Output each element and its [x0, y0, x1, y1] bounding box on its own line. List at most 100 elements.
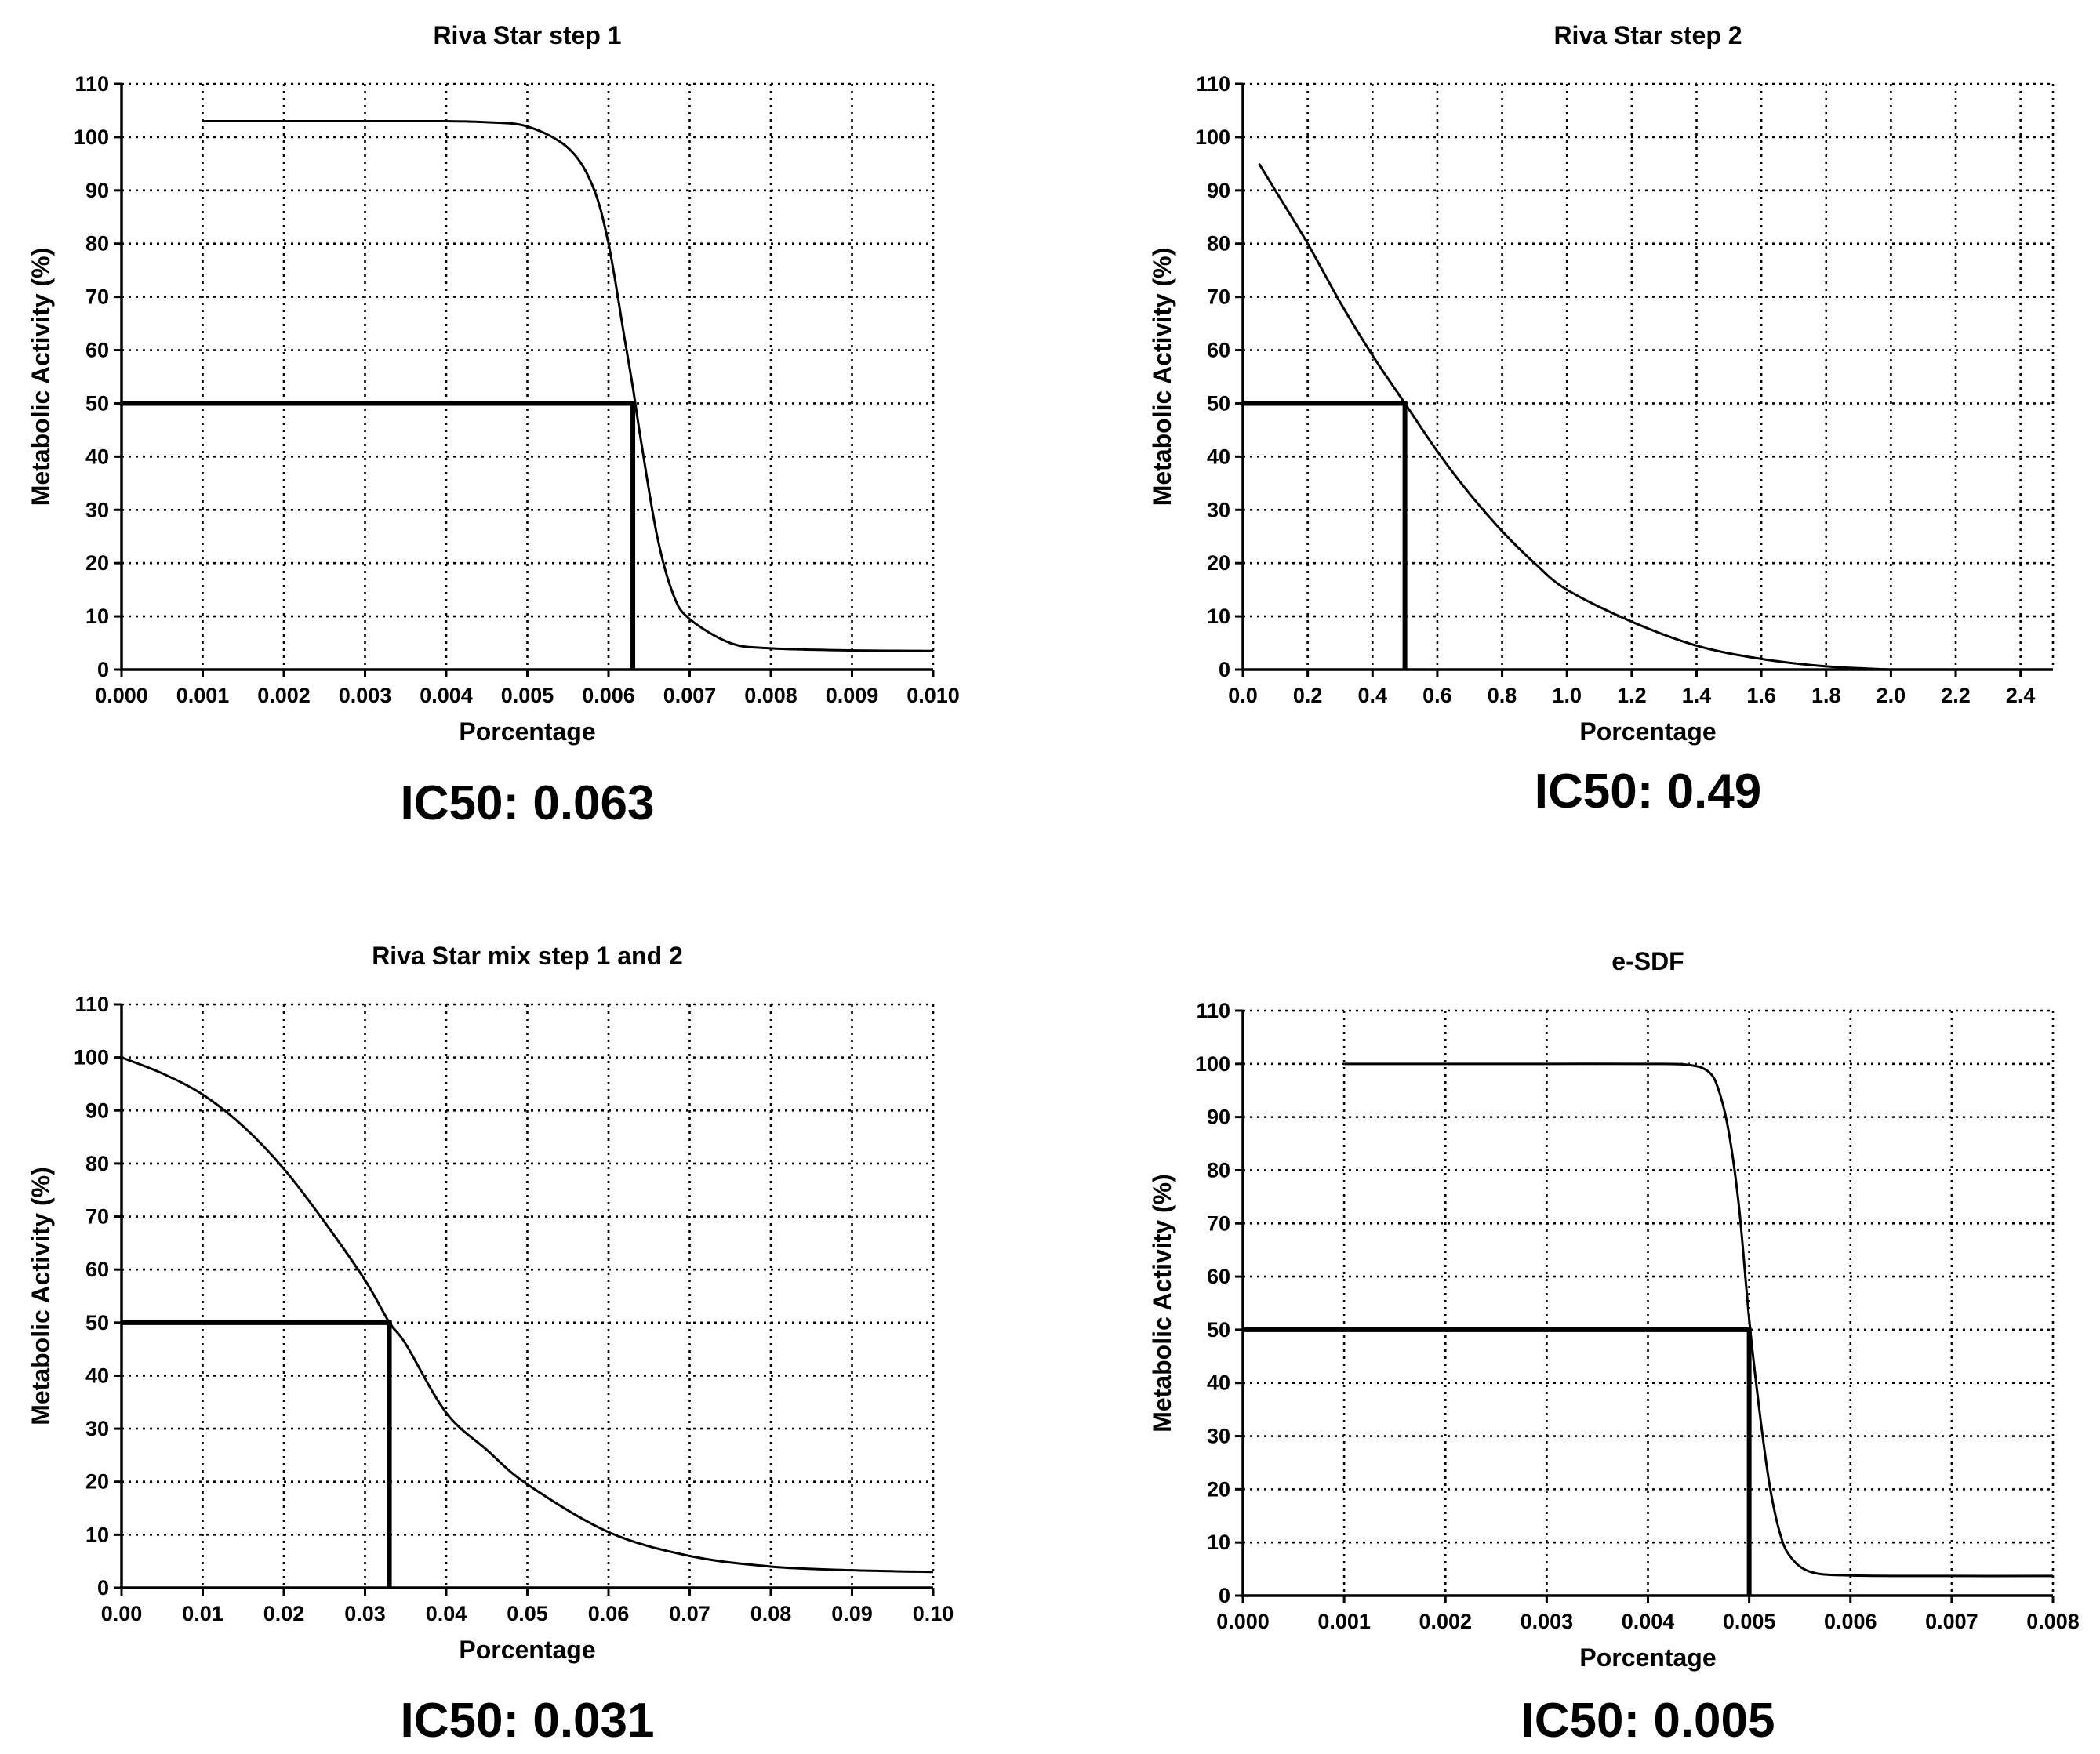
x-tick-label: 0.006 — [582, 684, 635, 707]
fit-curve — [202, 119, 934, 652]
y-tick-label: 100 — [74, 125, 109, 149]
y-tick-label: 10 — [85, 1523, 109, 1546]
y-axis-label: Metabolic Activity (%) — [1148, 248, 1176, 507]
x-tick-label: 1.8 — [1811, 684, 1841, 707]
x-tick-label: 0.003 — [339, 684, 392, 707]
y-tick-label: 110 — [74, 72, 109, 96]
x-tick-label: 0.009 — [826, 684, 879, 707]
x-tick-label: 0.4 — [1358, 684, 1388, 707]
x-axis-label: Porcentage — [1579, 1643, 1716, 1672]
y-tick-label: 50 — [1207, 391, 1230, 415]
fit-curve — [121, 1056, 934, 1574]
x-tick-label: 2.0 — [1877, 684, 1906, 707]
x-tick-label: 0.004 — [1622, 1610, 1675, 1633]
ic50-marker-line — [122, 401, 636, 670]
x-tick-label: 0.002 — [257, 684, 311, 707]
x-tick-label: 0.001 — [1317, 1610, 1371, 1633]
chart-title: e-SDF — [1611, 947, 1684, 975]
y-tick-label: 20 — [1207, 1477, 1230, 1501]
y-tick-label: 50 — [1207, 1318, 1230, 1342]
x-tick-label: 0.03 — [344, 1602, 386, 1625]
x-tick-label: 0.004 — [420, 684, 473, 707]
x-tick-label: 0.001 — [176, 684, 230, 707]
x-tick-label: 0.010 — [906, 684, 960, 707]
y-tick-label: 50 — [85, 1311, 109, 1335]
x-tick-label: 0.8 — [1488, 684, 1517, 707]
y-tick-label: 90 — [1207, 179, 1230, 202]
y-tick-label: 40 — [1207, 1371, 1230, 1395]
x-tick-label: 1.6 — [1746, 684, 1776, 707]
y-tick-label: 80 — [1207, 232, 1230, 256]
x-tick-label: 1.0 — [1552, 684, 1582, 707]
chart-riva-star-step-2: Riva Star step 2 0.0 0.2 0.4 0.6 0.8 1.0 1.2 1.4… — [1148, 21, 2055, 819]
x-tick-label: 0.6 — [1422, 684, 1452, 707]
x-tick-label: 0.02 — [263, 1602, 305, 1625]
y-tick-label: 80 — [1207, 1158, 1230, 1182]
y-tick-label: 60 — [85, 339, 109, 362]
y-tick-label: 30 — [1207, 498, 1230, 521]
x-axis-label: Porcentage — [459, 717, 595, 746]
chart-riva-star-step-1: Riva Star step 1 0.000 0.001 0.002 0.003 0.00… — [27, 21, 960, 830]
y-tick-label: 40 — [85, 1364, 109, 1387]
fit-curve — [1344, 1062, 2054, 1578]
y-tick-label: 50 — [85, 391, 109, 415]
x-tick-label: 0.000 — [95, 684, 148, 707]
x-axis-label: Porcentage — [459, 1636, 595, 1664]
chart-title: Riva Star step 1 — [433, 21, 621, 49]
y-tick-label: 110 — [74, 993, 109, 1016]
y-tick-label: 60 — [1207, 1265, 1230, 1288]
x-tick-label: 0.09 — [831, 1602, 873, 1625]
y-tick-label: 40 — [1207, 445, 1230, 468]
chart-riva-star-mix: Riva Star mix step 1 and 2 0.00 0.01 0.02 0.… — [27, 942, 954, 1748]
y-tick-label: 90 — [85, 1099, 109, 1122]
ic50-marker-line — [1243, 401, 1408, 670]
x-tick-label: 0.006 — [1824, 1610, 1877, 1633]
chart-e-sdf: e-SDF 0.000 0.001 0.002 0.003 0.004 0.005 0.006… — [1148, 947, 2080, 1748]
y-tick-label: 80 — [85, 232, 109, 256]
y-tick-label: 10 — [1207, 1531, 1230, 1554]
x-tick-label: 0.008 — [2026, 1610, 2080, 1633]
y-tick-label: 40 — [85, 445, 109, 468]
y-tick-label: 70 — [1207, 1211, 1230, 1235]
x-tick-label: 0.005 — [501, 684, 554, 707]
y-axis-label: Metabolic Activity (%) — [27, 1167, 55, 1425]
y-tick-label: 80 — [85, 1152, 109, 1175]
x-tick-label: 0.06 — [588, 1602, 630, 1625]
x-tick-label: 0.05 — [507, 1602, 548, 1625]
y-tick-label: 100 — [74, 1046, 109, 1069]
x-tick-label: 0.07 — [669, 1602, 710, 1625]
ic50-label: IC50: 0.005 — [1521, 1694, 1775, 1748]
y-tick-label: 30 — [85, 498, 109, 521]
y-tick-label: 90 — [1207, 1106, 1230, 1129]
y-tick-label: 30 — [85, 1417, 109, 1440]
y-tick-label: 100 — [1195, 1052, 1230, 1076]
x-tick-label: 1.2 — [1617, 684, 1647, 707]
y-tick-label: 100 — [1195, 125, 1230, 149]
y-tick-label: 0 — [97, 658, 109, 681]
y-tick-label: 0 — [1219, 1584, 1230, 1607]
y-tick-label: 60 — [85, 1258, 109, 1281]
x-tick-label: 0.007 — [663, 684, 717, 707]
x-axis-label: Porcentage — [1579, 717, 1716, 746]
y-tick-label: 110 — [1196, 999, 1230, 1022]
x-tick-label: 0.008 — [744, 684, 797, 707]
ic50-label: IC50: 0.063 — [401, 776, 655, 830]
x-tick-label: 0.2 — [1293, 684, 1323, 707]
y-tick-label: 0 — [97, 1576, 109, 1600]
y-tick-label: 30 — [1207, 1425, 1230, 1448]
y-tick-label: 20 — [85, 551, 109, 575]
x-tick-label: 0.08 — [750, 1602, 792, 1625]
ic50-label: IC50: 0.031 — [401, 1694, 655, 1748]
y-tick-label: 20 — [85, 1470, 109, 1494]
y-axis-label: Metabolic Activity (%) — [1148, 1174, 1176, 1433]
x-tick-label: 0.00 — [101, 1602, 143, 1625]
y-tick-label: 70 — [1207, 285, 1230, 309]
x-tick-label: 0.003 — [1521, 1610, 1574, 1633]
y-tick-label: 70 — [85, 1205, 109, 1229]
x-tick-label: 0.10 — [913, 1602, 954, 1625]
ic50-label: IC50: 0.49 — [1535, 764, 1762, 819]
y-tick-label: 10 — [1207, 605, 1230, 628]
fit-curve — [1258, 163, 1891, 671]
y-tick-label: 0 — [1219, 658, 1230, 681]
